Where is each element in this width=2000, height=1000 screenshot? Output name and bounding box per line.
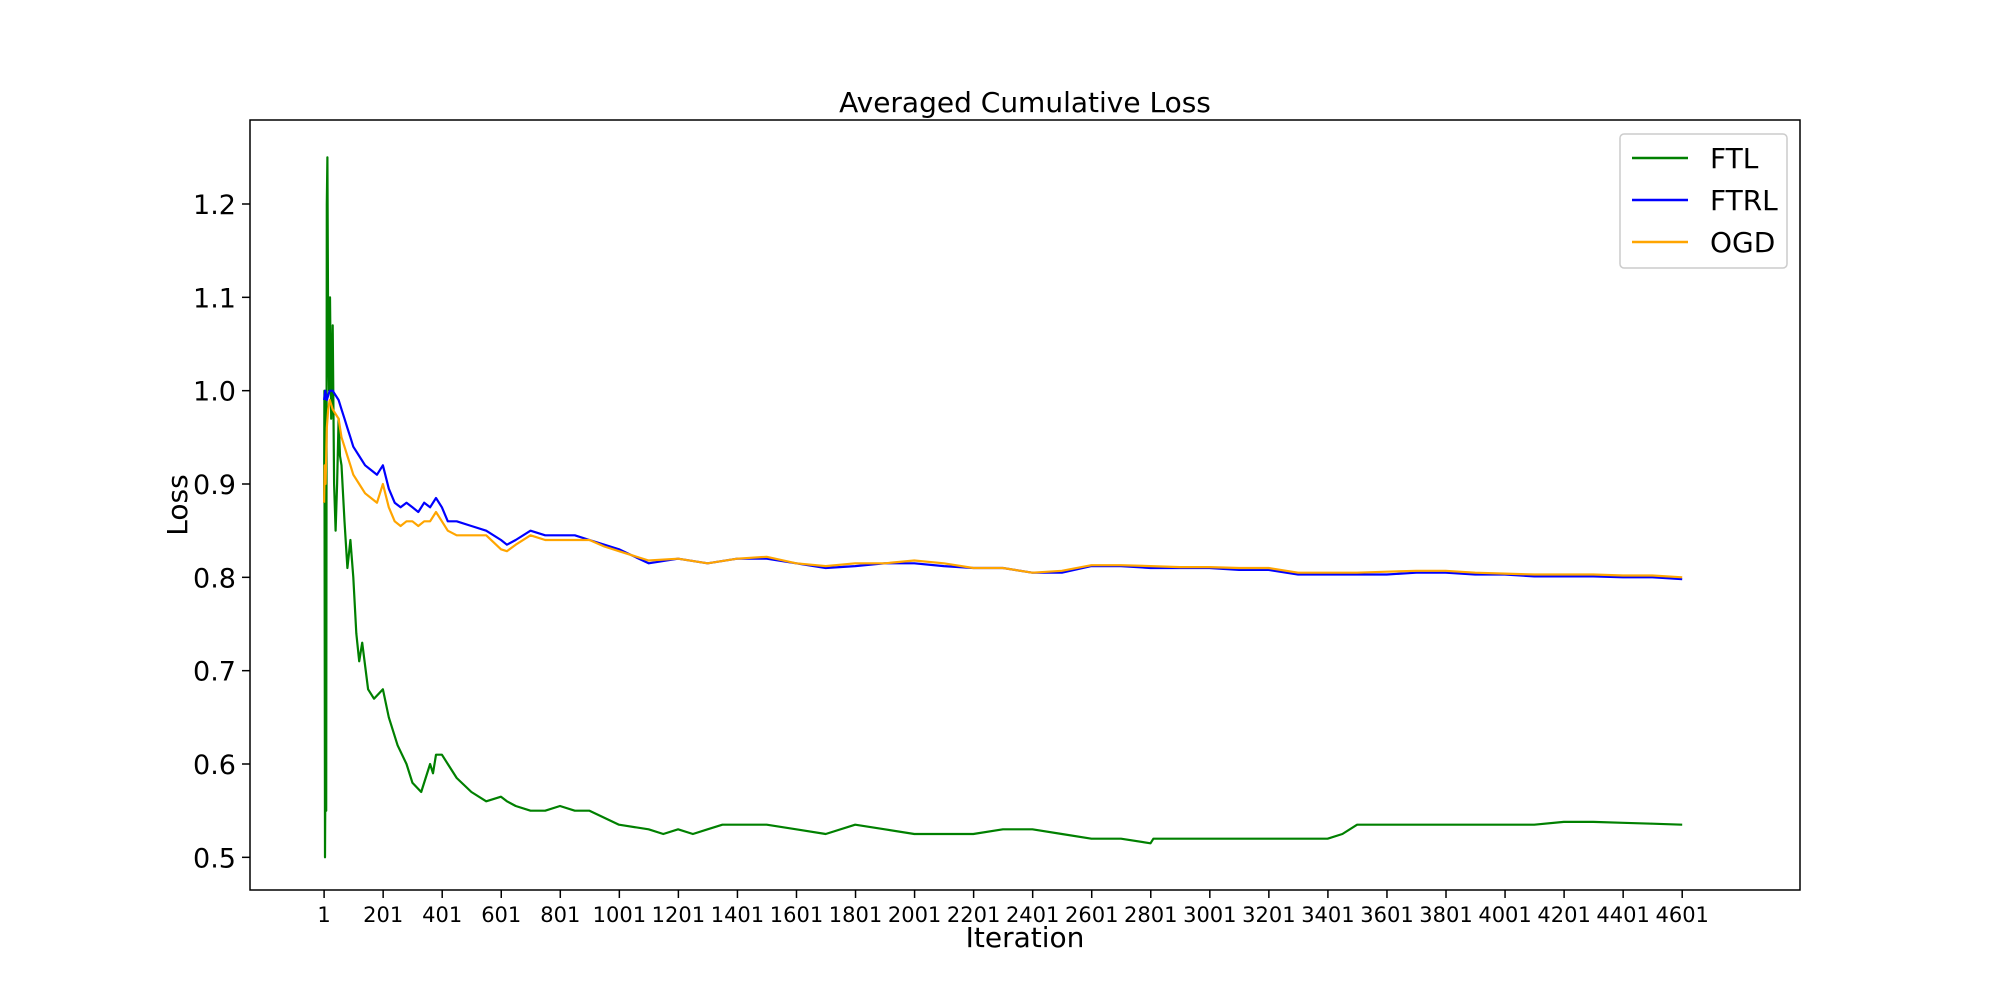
x-tick-label: 2201 [947,903,1000,927]
x-tick-label: 3201 [1242,903,1295,927]
y-tick-label: 1.1 [193,283,236,314]
x-tick-label: 4601 [1655,903,1708,927]
x-tick-label: 4401 [1596,903,1649,927]
y-axis: 0.5 0.6 0.7 0.8 0.9 1.0 1.1 1.2 [193,190,250,874]
y-tick-label: 1.2 [193,190,236,221]
x-tick-label: 601 [481,903,521,927]
x-tick-label: 2001 [888,903,941,927]
legend-box [1619,133,1788,269]
plot-frame [249,119,1801,891]
series-line-ogd [323,398,1683,579]
legend-label-ogd: OGD [1710,226,1775,259]
x-tick-label: 3001 [1183,903,1236,927]
chart-title: Averaged Cumulative Loss [839,86,1211,119]
y-tick-label: 0.9 [193,470,236,501]
x-tick-label: 201 [363,903,403,927]
series-layer [323,156,1683,859]
x-tick-label: 1201 [652,903,705,927]
x-tick-label: 4001 [1478,903,1531,927]
x-tick-label: 1801 [829,903,882,927]
x-tick-label: 1401 [711,903,764,927]
legend: FTL FTRL OGD [1619,133,1788,269]
x-tick-label: 2601 [1065,903,1118,927]
x-tick-label: 801 [540,903,580,927]
x-tick-label: 401 [422,903,462,927]
x-tick-label: 3801 [1419,903,1472,927]
x-tick-label: 1001 [593,903,646,927]
x-axis-label: Iteration [966,921,1085,954]
y-tick-label: 0.6 [193,750,236,781]
legend-label-ftrl: FTRL [1710,184,1778,217]
y-tick-label: 0.5 [193,843,236,874]
x-axis: 1 201 401 601 801 1001 1201 1401 1601 1801 2001 220… [317,890,1709,927]
y-tick-label: 0.8 [193,563,236,594]
x-tick-label: 4201 [1537,903,1590,927]
y-axis-label: Loss [161,474,194,535]
y-tick-label: 0.7 [193,657,236,688]
x-tick-label: 3401 [1301,903,1354,927]
y-tick-label: 1.0 [193,377,236,408]
x-tick-label: 1601 [770,903,823,927]
x-tick-label: 1 [317,903,330,927]
x-tick-label: 2801 [1124,903,1177,927]
x-tick-label: 2401 [1006,903,1059,927]
legend-label-ftl: FTL [1710,142,1759,175]
x-tick-label: 3601 [1360,903,1413,927]
